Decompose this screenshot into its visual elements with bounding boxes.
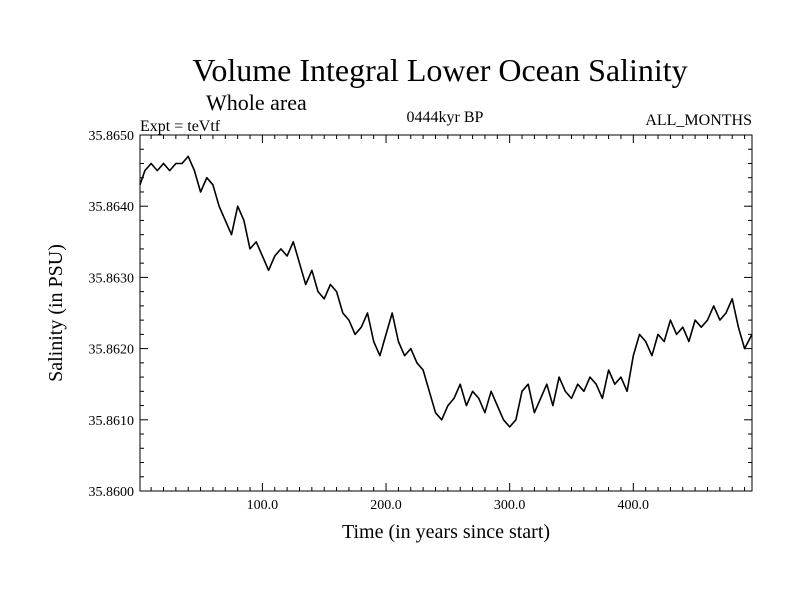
chart-subtitle: Whole area: [206, 90, 307, 115]
series-line: [139, 155, 753, 428]
plot-frame: [139, 134, 753, 492]
x-tick-label: 100.0: [247, 498, 279, 513]
y-tick-label: 35.8620: [89, 343, 135, 358]
y-tick-label: 35.8630: [89, 271, 135, 286]
experiment-label: Expt = teVtf: [140, 118, 221, 135]
plot-area: 100.0 200.0 300.0 400.0 35.8600 35.8610 35.862…: [89, 129, 753, 513]
y-axis-label: Salinity (in PSU): [45, 244, 67, 382]
x-tick-label: 200.0: [370, 498, 402, 513]
x-tick-label: 300.0: [494, 498, 526, 513]
y-tick-label: 35.8610: [89, 414, 135, 429]
chart-title: Volume Integral Lower Ocean Salinity: [192, 52, 687, 88]
y-tick-label: 35.8650: [89, 129, 135, 144]
period-label: 0444kyr BP: [407, 109, 484, 126]
x-tick-label: 400.0: [618, 498, 650, 513]
y-tick-label: 35.8600: [89, 485, 135, 500]
x-axis-label: Time (in years since start): [342, 521, 550, 543]
months-label: ALL_MONTHS: [645, 112, 752, 129]
y-tick-label: 35.8640: [89, 200, 135, 215]
